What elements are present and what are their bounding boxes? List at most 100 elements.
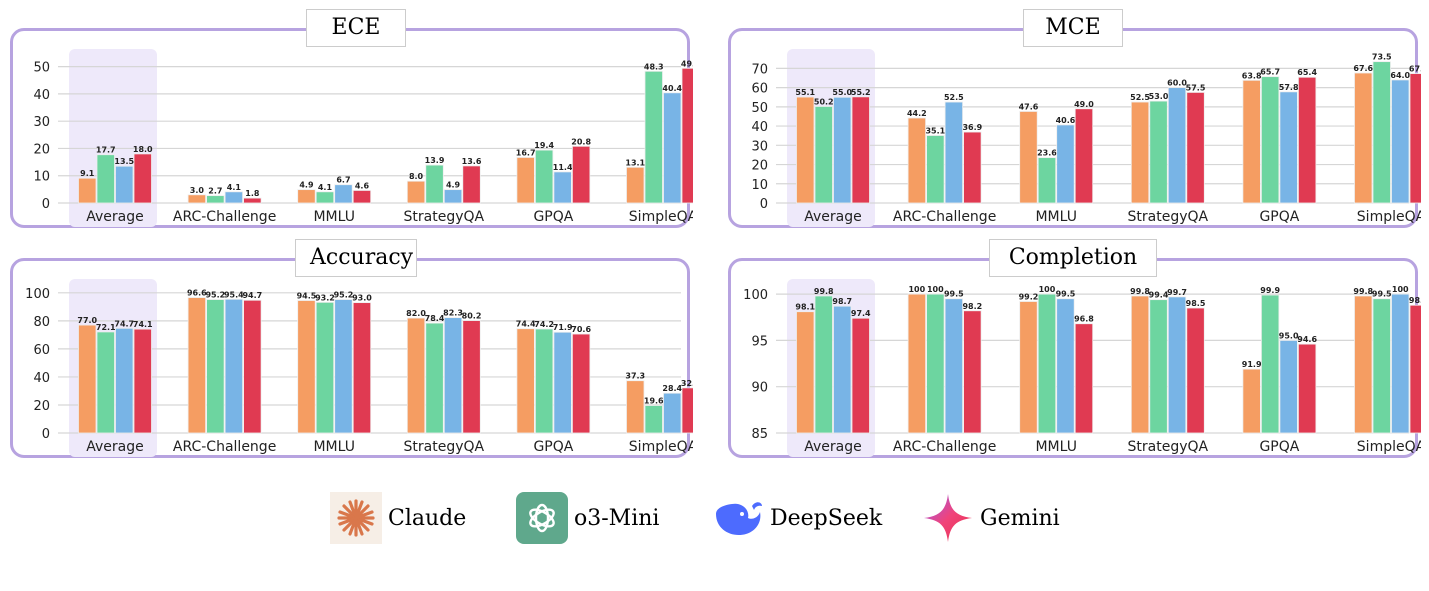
accuracy-chart: 02040608010077.072.174.774.1Average96.69… [25, 279, 693, 457]
data-label: 55.2 [851, 88, 871, 97]
chart-title: Accuracy [295, 239, 417, 277]
data-label: 98.2 [962, 302, 982, 311]
data-label: 63.8 [1242, 71, 1262, 80]
data-label: 96.8 [1074, 315, 1094, 324]
x-tick-label: SimpleQA [1357, 209, 1421, 225]
data-label: 82.3 [443, 309, 463, 318]
bar-claude [907, 117, 927, 204]
data-label: 47.6 [1019, 102, 1039, 111]
y-tick-label: 70 [751, 62, 768, 77]
data-label: 4.1 [318, 183, 333, 192]
data-label: 73.5 [1372, 53, 1392, 62]
data-label: 99.5 [944, 290, 964, 299]
data-label: 28.4 [662, 384, 682, 393]
data-label: 23.6 [1037, 149, 1057, 158]
data-label: 99.4 [1149, 291, 1169, 300]
data-label: 17.7 [96, 146, 116, 155]
data-label: 96.6 [187, 289, 207, 298]
data-label: 72.1 [96, 323, 116, 332]
data-label: 99.8 [814, 287, 834, 296]
data-label: 2.7 [208, 187, 222, 196]
data-label: 19.6 [644, 397, 664, 406]
legend-label: o3-Mini [574, 505, 660, 531]
x-tick-label: GPQA [533, 209, 573, 225]
data-label: 100 [927, 285, 944, 294]
data-label: 16.7 [516, 148, 536, 157]
x-tick-label: MMLU [313, 209, 355, 225]
data-label: 36.9 [962, 123, 982, 132]
legend-label: Claude [388, 505, 467, 531]
bar-deepseek [443, 317, 463, 434]
bar-deepseek [1167, 296, 1187, 434]
chart-title: ECE [306, 9, 406, 47]
mce-panel: 0 10 20 30 40 50 60 70 55.1 50.2 55.0 55.2 Average 44… [728, 9, 1421, 228]
bar-o3-mini [814, 295, 833, 434]
data-label: 95.2 [205, 291, 225, 300]
x-tick-label: Average [86, 439, 144, 455]
data-label: 67.3 [1409, 65, 1421, 74]
bar-deepseek [663, 392, 682, 434]
data-label: 74.4 [516, 320, 536, 329]
bar-deepseek [1056, 124, 1075, 204]
data-label: 18.0 [133, 145, 153, 154]
bar-deepseek [1279, 91, 1298, 204]
bar-o3-mini [644, 70, 663, 204]
bar-gemini [1298, 343, 1317, 434]
data-label: 53.0 [1149, 92, 1169, 101]
bar-o3-mini [814, 106, 833, 204]
data-label: 9.1 [80, 169, 95, 178]
y-tick-label: 10 [33, 170, 50, 185]
x-tick-label: SimpleQA [629, 209, 693, 225]
bar-gemini [1186, 92, 1205, 204]
y-tick-label: 100 [25, 287, 50, 302]
data-label: 20.8 [571, 137, 591, 146]
data-label: 11.4 [553, 163, 573, 172]
bar-o3-mini [96, 331, 115, 434]
data-label: 55.0 [832, 88, 852, 97]
bar-deepseek [1167, 87, 1187, 204]
x-tick-label: GPQA [1259, 209, 1299, 225]
bar-o3-mini [206, 299, 225, 434]
data-label: 94.5 [297, 292, 317, 301]
bar-gemini [352, 190, 372, 204]
data-label: 55.1 [795, 88, 815, 97]
bar-claude [1130, 101, 1150, 204]
data-label: 1.8 [245, 189, 260, 198]
data-label: 13.1 [625, 158, 645, 167]
data-label: 82.0 [406, 309, 426, 318]
data-label: 67.6 [1353, 64, 1373, 73]
x-tick-label: ARC-Challenge [173, 209, 276, 225]
x-tick-label: Average [86, 209, 144, 225]
y-tick-label: 40 [33, 88, 50, 103]
bar-deepseek [224, 191, 244, 204]
completion-panel: 85 90 95 100 98.1 99.8 98.7 97.4 Average 100 100 99… [728, 239, 1421, 458]
y-tick-label: 40 [33, 371, 50, 386]
bar-claude [1242, 368, 1261, 434]
bar-gemini [352, 302, 372, 434]
data-label: 71.9 [553, 323, 573, 332]
y-tick-label: 10 [751, 178, 768, 193]
x-tick-label: ARC-Challenge [173, 439, 276, 455]
x-tick-label: StrategyQA [1128, 209, 1209, 225]
bar-o3-mini [926, 135, 945, 204]
chart-title: Completion [989, 239, 1157, 277]
x-tick-label: StrategyQA [404, 209, 485, 225]
openai-knot-icon [516, 492, 568, 544]
bar-o3-mini [1372, 61, 1391, 204]
data-label: 74.1 [133, 320, 153, 329]
bar-claude [796, 311, 815, 434]
bar-deepseek [833, 305, 852, 434]
data-label: 4.9 [446, 181, 461, 190]
y-tick-label: 0 [42, 427, 50, 442]
data-label: 99.5 [1372, 290, 1392, 299]
data-label: 93.0 [352, 294, 372, 303]
x-tick-label: GPQA [1259, 439, 1299, 455]
bar-gemini [572, 145, 591, 204]
data-label: 50.2 [814, 97, 834, 106]
bar-o3-mini [425, 322, 444, 434]
bar-claude [1019, 301, 1038, 434]
y-tick-label: 20 [33, 142, 50, 157]
ece-chart: 0 10 20 30 40 50 9.1 17.7 13.5 18.0 Average 3.0 2.7 4… [33, 49, 693, 227]
legend-label: DeepSeek [770, 505, 883, 531]
data-label: 44.2 [907, 109, 927, 118]
